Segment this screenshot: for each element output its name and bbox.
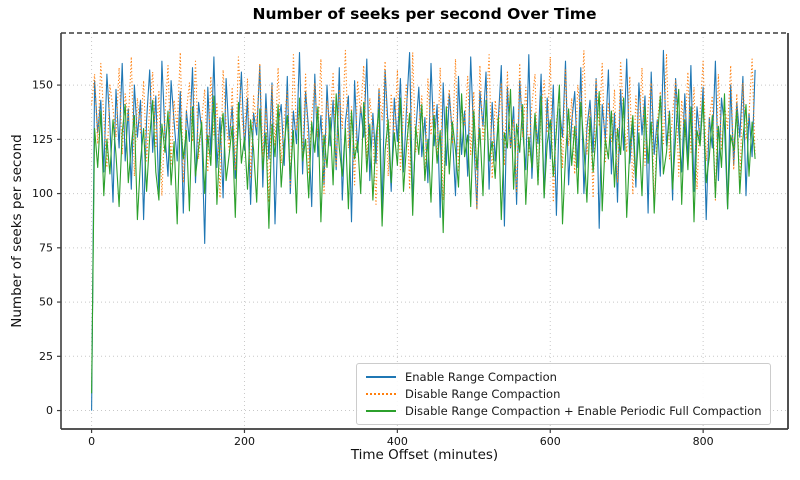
legend-item: Disable Range Compaction + Enable Period… — [366, 402, 761, 419]
legend-item: Disable Range Compaction — [366, 385, 761, 402]
series-line-0 — [91, 49, 756, 411]
legend-line-sample-blue — [366, 375, 396, 378]
legend: Enable Range Compaction Disable Range Co… — [356, 363, 772, 425]
x-tick-label: 800 — [693, 435, 714, 448]
x-tick-label: 600 — [540, 435, 561, 448]
chart-title: Number of seeks per second Over Time — [252, 5, 597, 23]
y-tick-label: 100 — [32, 187, 53, 200]
x-axis-label: Time Offset (minutes) — [350, 447, 499, 463]
x-tick-label: 0 — [88, 435, 95, 448]
x-tick-label: 200 — [234, 435, 255, 448]
legend-item: Enable Range Compaction — [366, 368, 761, 385]
y-tick-label: 25 — [39, 350, 53, 363]
x-tick-label: 400 — [387, 435, 408, 448]
series-line-2 — [91, 84, 756, 394]
legend-label: Enable Range Compaction — [405, 369, 557, 384]
y-tick-label: 50 — [39, 296, 53, 309]
legend-label: Disable Range Compaction + Enable Period… — [405, 403, 762, 418]
y-tick-label: 150 — [32, 79, 53, 92]
y-tick-label: 75 — [39, 241, 53, 254]
y-tick-label: 0 — [46, 404, 53, 417]
legend-line-sample-orange — [366, 392, 396, 395]
legend-line-sample-green — [366, 409, 396, 412]
y-tick-label: 125 — [32, 133, 53, 146]
legend-label: Disable Range Compaction — [405, 386, 561, 401]
